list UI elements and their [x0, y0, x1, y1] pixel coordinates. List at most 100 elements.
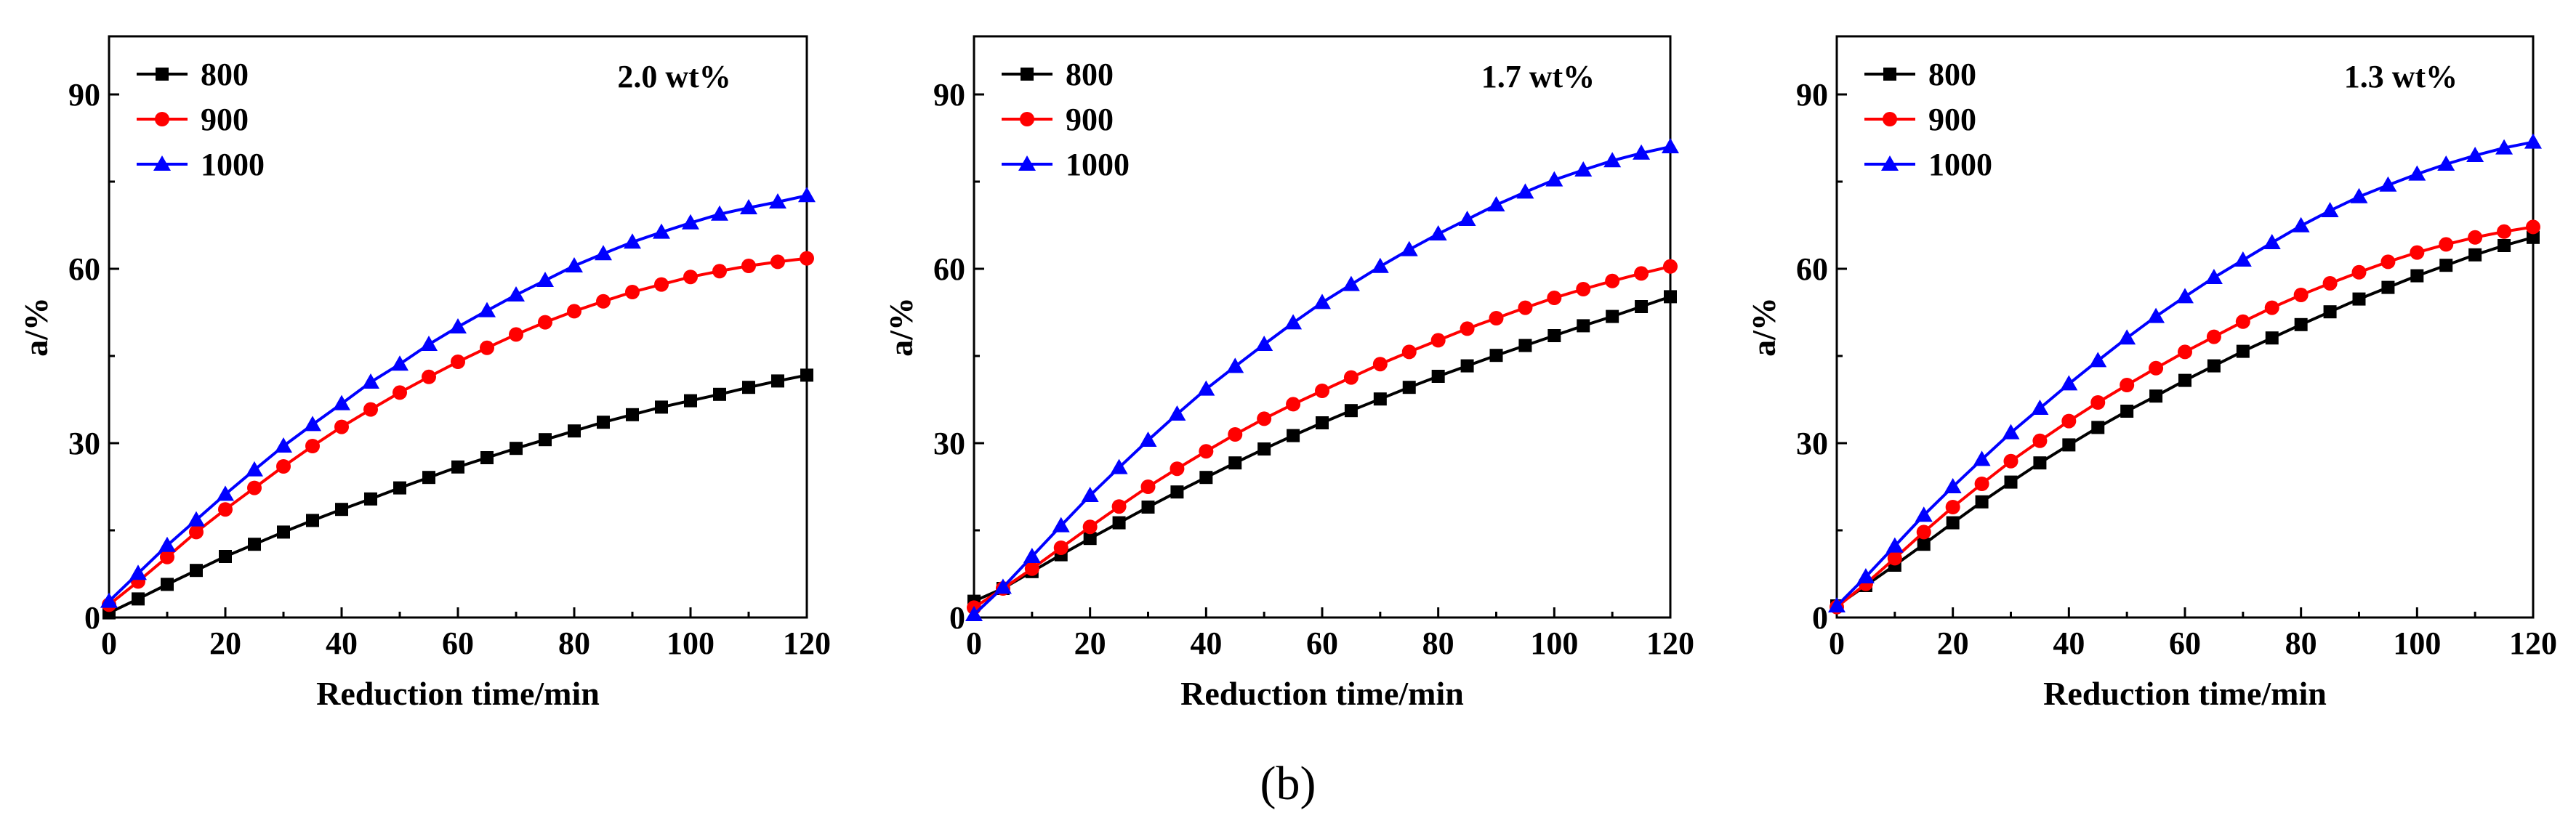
data-point-1000 — [2495, 139, 2513, 155]
data-point-800 — [161, 578, 174, 591]
series-1000 — [1828, 133, 2542, 612]
data-point-900 — [538, 315, 552, 330]
data-point-800 — [132, 592, 145, 606]
data-point-800 — [1547, 329, 1561, 342]
data-point-900 — [1140, 479, 1156, 494]
data-point-900 — [2380, 254, 2396, 270]
data-point-1000 — [740, 199, 757, 214]
data-point-1000 — [2031, 400, 2049, 415]
legend-label-800: 800 — [1928, 57, 1976, 92]
data-point-900 — [1082, 519, 1098, 535]
data-point-800 — [2120, 405, 2134, 418]
data-point-800 — [2352, 292, 2366, 306]
series-800 — [102, 368, 813, 620]
data-point-1000 — [2234, 251, 2252, 267]
data-point-800 — [2439, 259, 2453, 272]
x-tick-label: 40 — [2053, 626, 2085, 661]
data-point-900 — [1576, 282, 1591, 296]
data-point-800 — [248, 538, 261, 551]
data-point-900 — [1024, 561, 1039, 576]
data-point-1000 — [2379, 176, 2397, 192]
composition-annotation: 2.0 wt% — [617, 59, 730, 94]
x-tick-label: 120 — [2509, 626, 2557, 661]
data-point-1000 — [2060, 375, 2078, 391]
x-tick-label: 20 — [1937, 626, 1969, 661]
series-line-800 — [973, 295, 1671, 603]
data-point-900 — [2032, 433, 2048, 448]
data-point-1000 — [1828, 597, 1846, 612]
data-point-1000 — [1139, 432, 1157, 447]
x-tick-label: 100 — [1530, 626, 1578, 661]
data-point-900 — [1401, 344, 1417, 360]
data-point-1000 — [333, 394, 350, 410]
data-point-900 — [247, 480, 262, 495]
data-point-800 — [1917, 538, 1931, 551]
legend-marker-800 — [156, 68, 169, 81]
data-point-800 — [1373, 392, 1387, 406]
data-point-900 — [654, 277, 669, 292]
data-point-1000 — [653, 223, 670, 239]
data-point-800 — [2468, 248, 2482, 262]
data-point-900 — [567, 304, 581, 319]
data-point-900 — [1111, 499, 1127, 514]
data-point-800 — [393, 481, 406, 495]
x-tick-label: 20 — [209, 626, 241, 661]
data-point-900 — [2322, 276, 2338, 291]
data-point-900 — [189, 525, 204, 540]
data-point-900 — [393, 385, 407, 400]
data-point-1000 — [158, 536, 176, 552]
data-point-900 — [276, 459, 291, 474]
data-point-1000 — [507, 286, 525, 301]
legend-label-900: 900 — [1066, 102, 1114, 137]
data-point-1000 — [2408, 165, 2426, 181]
data-point-1000 — [2263, 234, 2281, 249]
y-tick-label: 0 — [1812, 600, 1828, 636]
data-point-1000 — [1856, 568, 1875, 583]
data-point-1000 — [1973, 450, 1991, 466]
data-point-800 — [539, 433, 552, 447]
legend: 800 900 1000 — [1002, 57, 1130, 182]
data-point-1000 — [711, 205, 728, 221]
data-point-900 — [683, 270, 698, 285]
data-point-800 — [1635, 300, 1649, 313]
data-point-1000 — [2321, 202, 2339, 217]
data-point-800 — [364, 492, 377, 506]
x-tick-label: 0 — [101, 626, 117, 661]
legend-marker-900 — [155, 112, 169, 126]
data-point-800 — [771, 374, 784, 388]
chart-panel-2-0-wt: 0 20 40 60 80 100 120 0 30 60 90 Reduction time/min… — [17, 35, 831, 712]
data-point-800 — [800, 368, 813, 382]
data-point-900 — [2120, 378, 2135, 392]
data-point-800 — [1460, 359, 1474, 373]
data-point-1000 — [275, 437, 292, 453]
data-point-800 — [2207, 359, 2221, 373]
data-point-900 — [2468, 230, 2483, 245]
data-point-1000 — [1429, 225, 1447, 240]
data-point-1000 — [1168, 405, 1186, 421]
legend-marker-1000 — [1018, 155, 1036, 171]
data-point-1000 — [2205, 269, 2223, 284]
data-point-1000 — [1284, 314, 1303, 330]
data-point-1000 — [1545, 171, 1563, 187]
y-tick-label: 90 — [933, 77, 965, 113]
data-point-1000 — [449, 318, 467, 333]
data-point-900 — [1518, 300, 1533, 315]
data-point-1000 — [478, 301, 496, 317]
y-tick-label: 90 — [68, 77, 100, 113]
data-point-900 — [625, 285, 640, 299]
data-point-800 — [2062, 438, 2076, 452]
data-point-1000 — [624, 233, 641, 249]
data-point-1000 — [304, 416, 321, 432]
data-point-1000 — [965, 606, 983, 621]
legend-marker-1000 — [153, 155, 171, 171]
x-tick-label: 20 — [1074, 626, 1106, 661]
data-point-800 — [306, 514, 319, 527]
y-tick-label: 0 — [949, 600, 965, 636]
legend-label-1000: 1000 — [201, 147, 265, 182]
data-point-800 — [684, 394, 697, 408]
data-point-900 — [2235, 314, 2250, 329]
x-tick-label: 0 — [1829, 626, 1845, 661]
x-tick-label: 40 — [1190, 626, 1222, 661]
data-point-900 — [218, 502, 233, 517]
data-point-1000 — [1255, 336, 1273, 351]
